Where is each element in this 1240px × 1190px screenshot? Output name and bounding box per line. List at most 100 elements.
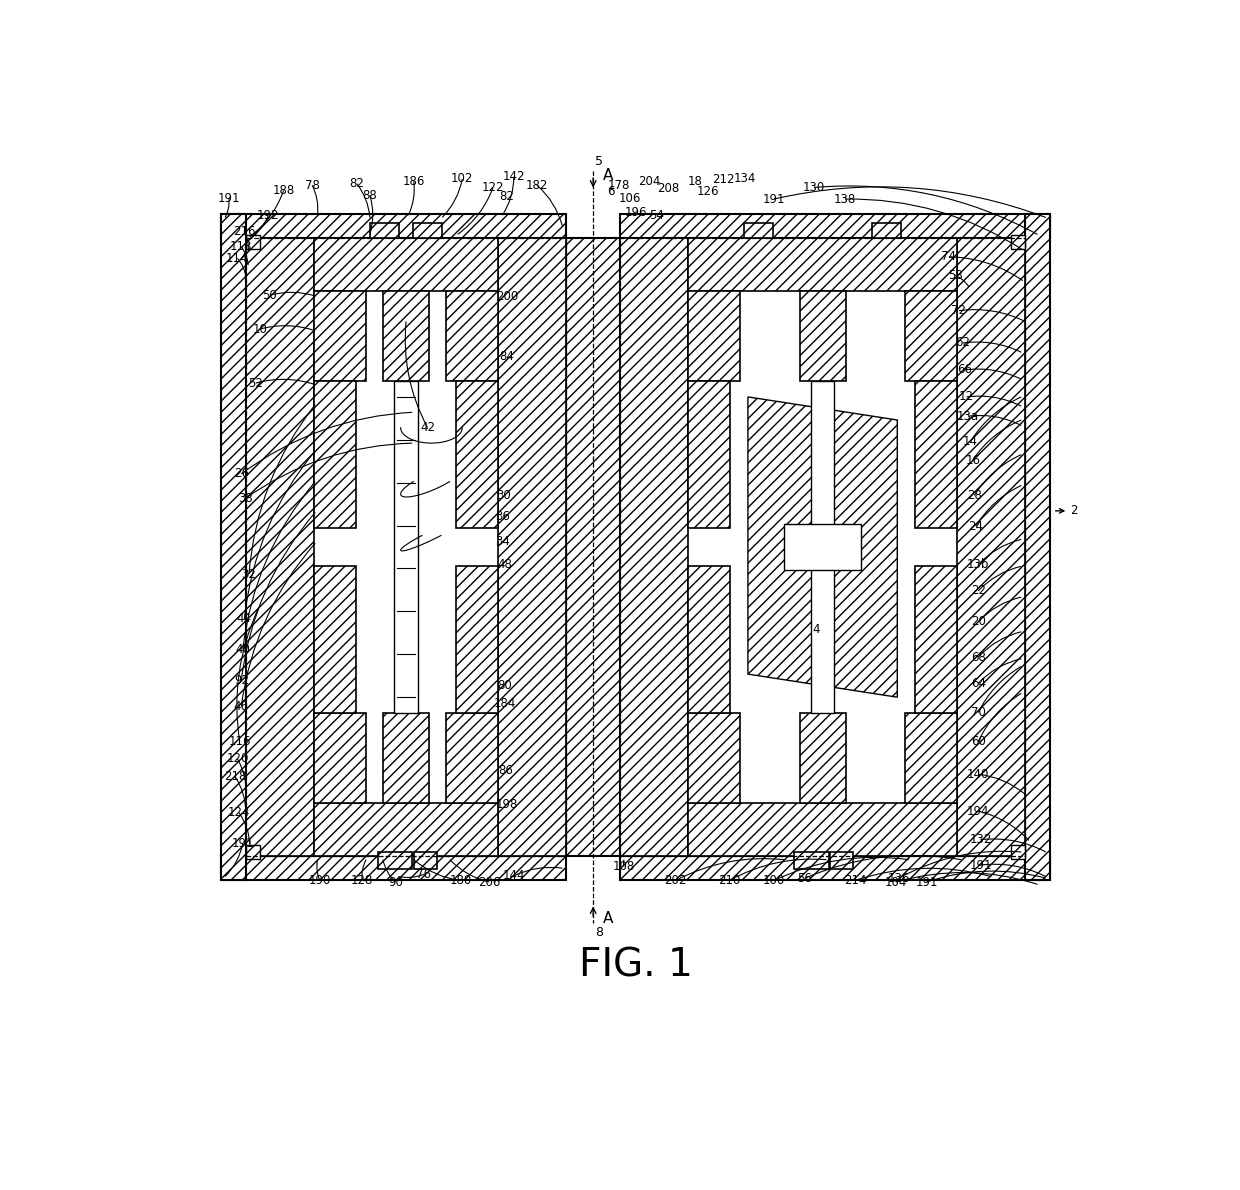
Text: 180: 180 xyxy=(450,873,472,887)
Text: 24: 24 xyxy=(968,520,983,533)
Bar xyxy=(784,524,861,570)
Bar xyxy=(498,238,567,856)
Text: 191: 191 xyxy=(915,876,937,889)
Bar xyxy=(456,566,498,713)
Text: 76: 76 xyxy=(417,868,432,881)
Text: 130: 130 xyxy=(804,181,826,194)
Text: 66: 66 xyxy=(957,363,972,376)
Bar xyxy=(688,238,957,290)
Text: 6: 6 xyxy=(608,184,615,198)
Text: 191: 191 xyxy=(232,837,254,850)
Text: 56: 56 xyxy=(797,871,812,884)
Bar xyxy=(567,238,620,856)
Bar xyxy=(957,238,1025,856)
Text: 198: 198 xyxy=(496,798,518,812)
Text: 210: 210 xyxy=(718,873,740,887)
Bar xyxy=(314,382,356,528)
Text: 60: 60 xyxy=(971,735,986,749)
Text: 20: 20 xyxy=(971,615,986,628)
Text: A: A xyxy=(603,168,613,182)
Text: 54: 54 xyxy=(650,209,665,223)
Text: 191: 191 xyxy=(970,858,992,871)
Bar xyxy=(831,852,853,869)
Text: 120: 120 xyxy=(226,752,248,765)
Text: 86: 86 xyxy=(498,764,513,777)
Text: 218: 218 xyxy=(224,770,247,783)
Bar xyxy=(688,713,740,803)
Text: 192: 192 xyxy=(257,209,279,223)
Text: 2: 2 xyxy=(1070,505,1078,518)
Text: 182: 182 xyxy=(526,178,548,192)
Bar xyxy=(688,566,730,713)
Text: 118: 118 xyxy=(231,240,253,253)
Text: 114: 114 xyxy=(226,252,249,265)
Text: 68: 68 xyxy=(971,651,986,664)
Text: 46: 46 xyxy=(234,700,249,713)
Text: 82: 82 xyxy=(350,177,365,190)
Bar xyxy=(1012,845,1025,859)
Text: 128: 128 xyxy=(351,873,373,887)
Bar xyxy=(314,566,356,713)
Text: 144: 144 xyxy=(502,870,525,882)
Bar xyxy=(915,382,957,528)
Bar xyxy=(314,713,366,803)
Bar xyxy=(905,713,957,803)
Bar xyxy=(872,223,901,238)
Text: 196: 196 xyxy=(624,206,647,219)
Text: 212: 212 xyxy=(712,174,734,187)
Polygon shape xyxy=(748,397,898,697)
Bar xyxy=(314,803,498,856)
Bar xyxy=(221,856,567,881)
Text: 90: 90 xyxy=(388,876,403,889)
Text: 200: 200 xyxy=(496,290,518,303)
Text: 124: 124 xyxy=(228,806,250,819)
Text: FIG. 1: FIG. 1 xyxy=(579,946,692,984)
Text: 206: 206 xyxy=(477,876,501,889)
Bar xyxy=(794,852,828,869)
Text: 62: 62 xyxy=(955,337,970,350)
Bar xyxy=(383,290,429,382)
Text: 40: 40 xyxy=(236,643,250,656)
Text: 18: 18 xyxy=(688,175,703,188)
Bar xyxy=(688,803,957,856)
Text: 208: 208 xyxy=(657,182,680,195)
Bar xyxy=(620,856,1050,881)
Text: 108: 108 xyxy=(613,860,635,873)
Bar xyxy=(800,290,846,382)
Bar xyxy=(314,290,366,382)
Text: 140: 140 xyxy=(967,768,990,781)
Text: 12: 12 xyxy=(959,390,975,403)
Text: 70: 70 xyxy=(971,706,986,719)
Bar xyxy=(620,214,1050,238)
Text: 26: 26 xyxy=(234,468,249,481)
Bar xyxy=(246,236,259,249)
Text: 191: 191 xyxy=(763,193,785,206)
Text: 188: 188 xyxy=(273,184,295,198)
Text: 132: 132 xyxy=(970,833,992,846)
Text: 30: 30 xyxy=(496,489,511,502)
Text: 14: 14 xyxy=(963,436,978,449)
Text: 204: 204 xyxy=(639,175,661,188)
Bar xyxy=(456,382,498,528)
Text: 80: 80 xyxy=(497,679,512,693)
Text: 138: 138 xyxy=(833,193,856,206)
Text: A: A xyxy=(603,912,613,927)
Text: 184: 184 xyxy=(494,697,516,710)
Text: 10: 10 xyxy=(252,322,267,336)
Text: 82: 82 xyxy=(500,190,515,203)
Text: 32: 32 xyxy=(242,568,257,581)
Bar xyxy=(446,290,498,382)
Text: 52: 52 xyxy=(248,376,263,389)
Bar xyxy=(811,382,835,713)
Text: 106: 106 xyxy=(619,192,641,205)
Bar xyxy=(246,238,567,856)
Text: 142: 142 xyxy=(502,170,525,183)
Bar xyxy=(394,382,418,713)
Text: 5: 5 xyxy=(595,155,604,168)
Text: 104: 104 xyxy=(884,876,906,889)
Text: 42: 42 xyxy=(420,421,435,434)
Bar xyxy=(446,713,498,803)
Text: 8: 8 xyxy=(595,926,604,939)
Text: 216: 216 xyxy=(233,225,255,238)
Text: 64: 64 xyxy=(971,677,986,690)
